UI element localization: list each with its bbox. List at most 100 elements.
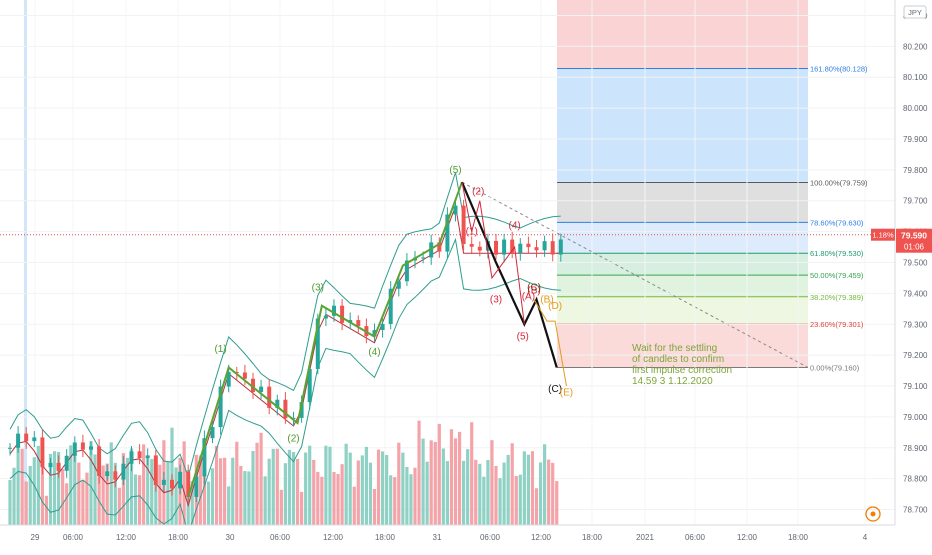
- volume-bar: [210, 468, 215, 525]
- y-tick-label: 79.000: [903, 413, 928, 422]
- fib-level-label: 50.00%(79.459): [810, 271, 864, 280]
- volume-bar: [332, 471, 336, 525]
- volume-bar: [397, 442, 401, 525]
- volume-bar: [526, 454, 530, 525]
- volume-bar: [44, 495, 49, 525]
- candle-body: [421, 257, 426, 259]
- time-axis: [0, 525, 932, 550]
- volume-bar: [65, 483, 69, 525]
- fib-zone: [557, 323, 808, 368]
- volume-bar: [69, 445, 73, 525]
- candle-body: [161, 479, 166, 486]
- candle-body: [323, 315, 328, 319]
- candle-body: [226, 372, 231, 387]
- candle-body: [234, 372, 239, 374]
- volume-bar: [190, 481, 194, 525]
- candle-body: [494, 240, 498, 255]
- volume-bar: [174, 467, 178, 525]
- volume-bar: [462, 460, 466, 525]
- fib-zone: [557, 68, 808, 183]
- volume-bar: [534, 488, 539, 525]
- volume-bar: [494, 466, 498, 525]
- volume-bar: [154, 482, 158, 525]
- volume-bar: [413, 467, 417, 525]
- volume-bar: [275, 448, 279, 525]
- candle-body: [502, 239, 507, 255]
- volume-bar: [36, 445, 40, 525]
- candle-body: [145, 455, 150, 459]
- wave-label: (5): [449, 165, 461, 176]
- x-tick-label: 2021: [636, 533, 654, 542]
- volume-bar: [279, 489, 283, 525]
- volume-bar: [348, 452, 352, 525]
- volume-bar: [20, 448, 24, 525]
- candle-body: [24, 433, 29, 442]
- projection-label: (B): [540, 295, 553, 306]
- fib-level-label: 38.20%(79.389): [810, 293, 864, 302]
- impulse-wave: [187, 181, 463, 498]
- projection-label: (4): [509, 221, 521, 232]
- fib-level-label: 61.80%(79.530): [810, 249, 864, 258]
- fib-zone: [557, 222, 808, 254]
- candle-body: [275, 399, 280, 408]
- volume-bar: [231, 457, 235, 525]
- volume-bar: [77, 462, 81, 525]
- volume-bar: [101, 465, 105, 525]
- volume-bar: [142, 444, 146, 525]
- volume-bar: [445, 461, 449, 525]
- candle-body: [137, 451, 142, 459]
- volume-bar: [227, 486, 231, 525]
- y-tick-label: 78.700: [903, 506, 928, 515]
- x-tick-label: 06:00: [270, 533, 291, 542]
- volume-bar: [113, 462, 117, 525]
- volume-bar: [125, 457, 130, 525]
- candle-body: [242, 372, 247, 379]
- volume-bar: [239, 465, 243, 525]
- wave-label: (2): [287, 434, 299, 445]
- volume-bar: [449, 429, 454, 525]
- annotation-text: of candles to confirm: [632, 354, 724, 365]
- annotation-text: Wait for the settling: [632, 343, 717, 354]
- fib-level-label: 78.60%(79.630): [810, 218, 864, 227]
- volume-bar: [24, 481, 28, 525]
- x-tick-label: 06:00: [63, 533, 84, 542]
- candle-body: [48, 462, 53, 468]
- candle-body: [332, 305, 336, 316]
- volume-bar: [453, 438, 458, 525]
- volume-bar: [304, 452, 308, 525]
- volume-bar: [478, 463, 482, 525]
- volume-bar: [457, 431, 462, 525]
- volume-bar: [206, 481, 211, 525]
- projection-label: (B): [527, 285, 540, 296]
- correction-wave: [461, 182, 525, 325]
- candle-body: [469, 244, 474, 247]
- annotation-text: first impulse correction: [632, 365, 732, 376]
- annotation-text: 14.59 3 1.12.2020: [632, 376, 713, 387]
- y-tick-label: 80.100: [903, 73, 928, 82]
- fib-level-label: 161.80%(80.128): [810, 65, 868, 74]
- volume-bar: [133, 474, 138, 525]
- volume-bar: [16, 444, 20, 525]
- volume-bar: [466, 449, 470, 525]
- x-tick-label: 18:00: [582, 533, 603, 542]
- volume-bar: [433, 441, 437, 525]
- candle-body: [121, 463, 126, 480]
- percent-tag: [871, 228, 895, 241]
- candle-body: [16, 433, 21, 448]
- volume-bar: [514, 475, 518, 525]
- volume-bar: [336, 473, 340, 525]
- candle-body: [307, 368, 312, 403]
- volume-bar: [57, 452, 61, 525]
- volume-bar: [263, 476, 267, 525]
- projection-label: (1): [466, 227, 478, 238]
- volume-bar: [300, 491, 304, 525]
- y-tick-label: 79.700: [903, 197, 928, 206]
- volume-bar: [283, 463, 287, 525]
- y-tick-label: 79.900: [903, 135, 928, 144]
- volume-bar: [555, 481, 559, 525]
- y-tick-label: 79.100: [903, 382, 928, 391]
- alt-wave: [533, 299, 567, 387]
- fib-zone: [557, 182, 808, 223]
- volume-bar: [28, 466, 32, 525]
